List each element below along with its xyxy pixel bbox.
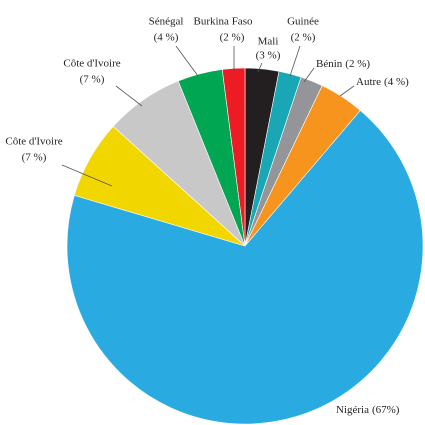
slice-label: Nigéria (67%) xyxy=(336,404,400,416)
value-label: (2 %) xyxy=(345,58,370,70)
slice-label: Autre (4 %) xyxy=(356,76,409,88)
leader-line xyxy=(303,67,315,83)
value-label: (7 %) xyxy=(22,152,47,164)
category-name: Côte d'Ivoire xyxy=(63,58,120,70)
value-label: (2 %) xyxy=(220,32,245,44)
slice-label: Bénin (2 %) xyxy=(316,58,370,70)
leader-line xyxy=(175,45,199,77)
category-name: Nigéria xyxy=(336,404,369,416)
leader-line xyxy=(115,85,143,107)
leader-line xyxy=(61,164,113,187)
category-name: Mali xyxy=(258,36,279,48)
value-label: (3 %) xyxy=(256,50,281,62)
category-name: Bénin xyxy=(316,58,343,70)
value-label: (2 %) xyxy=(291,32,316,44)
category-name: Guinée xyxy=(287,16,319,28)
leader-line xyxy=(257,62,263,73)
leader-line xyxy=(339,85,355,97)
leader-line xyxy=(289,45,301,77)
category-name: Sénégal xyxy=(149,16,184,28)
pie-slice xyxy=(221,67,246,247)
category-name: Autre xyxy=(356,76,381,88)
category-name: Burkina Faso xyxy=(194,16,253,28)
category-name: Côte d'Ivoire xyxy=(5,136,62,148)
value-label: (4 %) xyxy=(154,32,179,44)
value-label: (7 %) xyxy=(80,74,105,86)
value-label: (67%) xyxy=(372,404,400,416)
value-label: (4 %) xyxy=(384,76,409,88)
pie-slice xyxy=(66,110,424,425)
